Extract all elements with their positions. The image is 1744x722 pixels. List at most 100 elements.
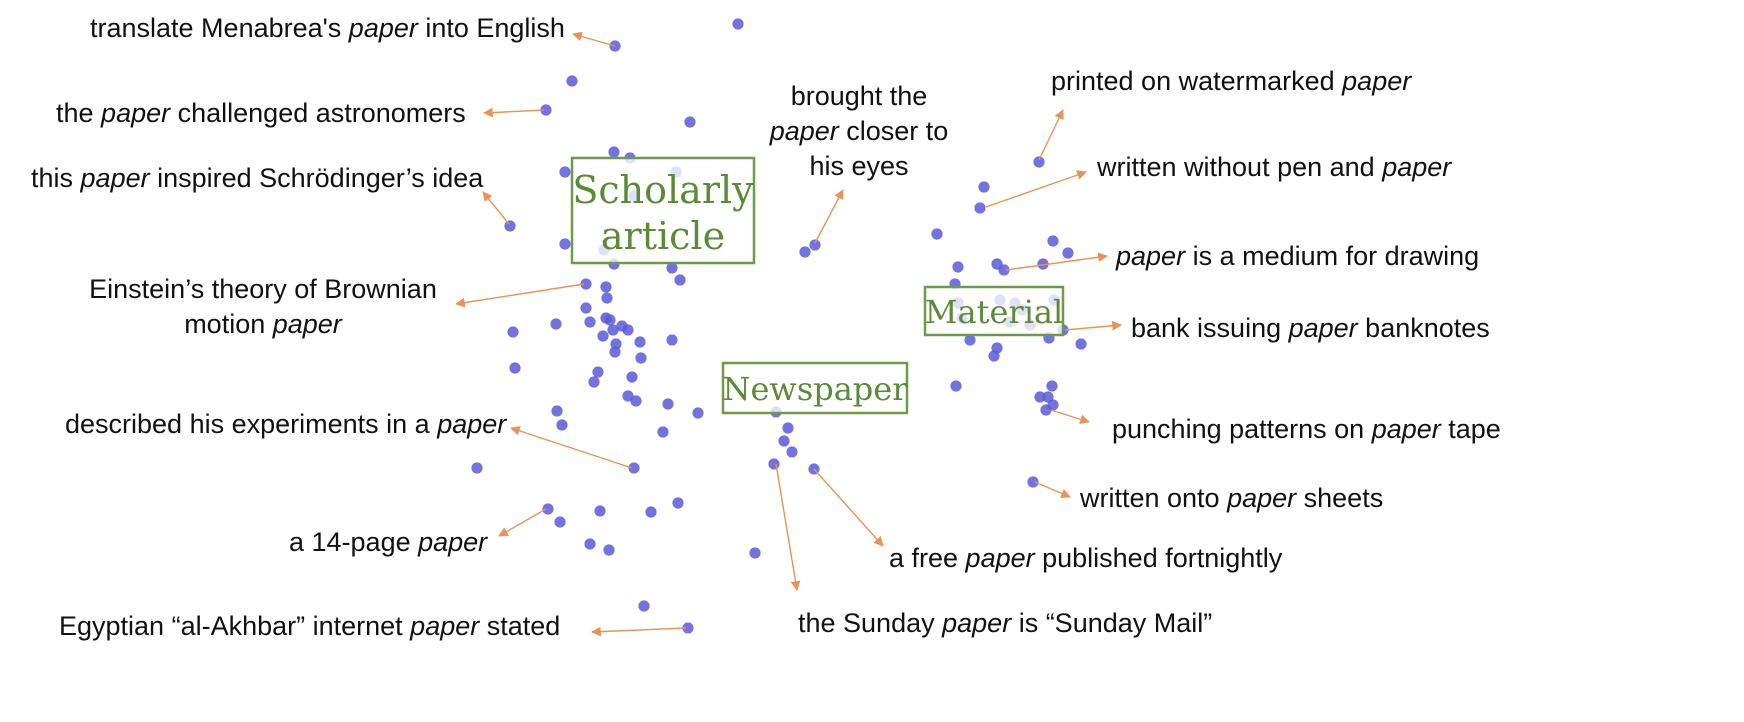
embedding-point [550, 318, 562, 330]
embedding-point [638, 600, 650, 612]
annotation-text: closer to [839, 116, 949, 146]
annotation-text: challenged astronomers [170, 98, 466, 128]
annotation-text: Egyptian “al-Akhbar” internet [59, 611, 410, 641]
embedding-point [635, 352, 647, 364]
cluster-frame [721, 361, 909, 415]
embedding-point [542, 503, 554, 515]
annotation-pen-and-paper: written without pen and paper [1096, 152, 1452, 182]
arrow-experiments [510, 426, 633, 469]
embedding-point [786, 446, 798, 458]
annotation-text: Einstein’s theory of Brownian [89, 274, 437, 304]
embedding-point [1034, 391, 1046, 403]
embedding-point [1027, 476, 1039, 488]
arrow-tape [1050, 409, 1090, 425]
embedding-point [584, 538, 596, 550]
embedding-point [1033, 156, 1045, 168]
embedding-point [630, 395, 642, 407]
keyword-paper: paper [409, 611, 480, 641]
annotation-text: brought the [791, 81, 928, 111]
arrow-drawing [1005, 252, 1108, 271]
embedding-point [662, 398, 674, 410]
embedding-point [692, 407, 704, 419]
embedding-point [588, 376, 600, 388]
embedding-point [600, 281, 612, 293]
embedding-point [580, 302, 592, 314]
embedding-point [634, 336, 646, 348]
annotation-text: into English [418, 13, 565, 43]
annotation-text: printed on watermarked [1051, 66, 1342, 96]
embedding-point [540, 104, 552, 116]
embedding-point [554, 516, 566, 528]
embedding-point [1040, 404, 1052, 416]
embedding-point [628, 462, 640, 474]
keyword-paper: paper [1371, 414, 1442, 444]
annotation-text: written without pen and [1096, 152, 1382, 182]
annotation-akhbar: Egyptian “al-Akhbar” internet paper stat… [59, 611, 560, 641]
annotation-text: described his experiments in a [65, 409, 437, 439]
annotation-sheets: written onto paper sheets [1079, 483, 1383, 513]
embedding-point [594, 505, 606, 517]
keyword-paper: paper [272, 309, 343, 339]
embedding-point [1047, 235, 1059, 247]
keyword-paper: paper [965, 543, 1036, 573]
embedding-point [674, 274, 686, 286]
annotation-einstein-1: Einstein’s theory of Brownian [89, 274, 437, 304]
embedding-point [504, 220, 516, 232]
arrow-brought [814, 189, 844, 244]
arrow-pen [985, 170, 1087, 208]
arrow-free [813, 468, 884, 547]
arrow-fourteen [498, 508, 547, 537]
keyword-paper: paper [80, 163, 151, 193]
annotation-experiments: described his experiments in a paper [65, 409, 507, 439]
annotation-text: written onto [1079, 483, 1227, 513]
embedding-point [471, 462, 483, 474]
embedding-point [1042, 391, 1054, 403]
embedding-point [509, 362, 521, 374]
embedding-point [507, 326, 519, 338]
embedding-point [1046, 380, 1058, 392]
embedding-point [556, 419, 568, 431]
annotation-text: a free [889, 543, 966, 573]
embedding-point [974, 202, 986, 214]
embedding-point [978, 181, 990, 193]
embedding-point [672, 497, 684, 509]
embedding-point [732, 18, 744, 30]
embedding-point [551, 405, 563, 417]
annotation-brought-3: his eyes [809, 151, 908, 181]
embedding-point [592, 366, 604, 378]
annotation-text: is a medium for drawing [1185, 241, 1479, 271]
keyword-paper: paper [348, 13, 419, 43]
annotation-text: a 14-page [289, 527, 418, 557]
embedding-point [666, 334, 678, 346]
annotation-fourteen-page: a 14-page paper [289, 527, 488, 557]
annotation-watermarked: printed on watermarked paper [1051, 66, 1412, 96]
embedding-point [749, 547, 761, 559]
cluster-label-material: Material [925, 293, 1063, 331]
embedding-point [608, 146, 620, 158]
cluster-label-newspaper: Newspaper [722, 370, 908, 408]
embedding-point [682, 622, 694, 634]
annotation-brought-1: brought the [791, 81, 928, 111]
annotation-text: stated [479, 611, 560, 641]
embedding-point [782, 422, 794, 434]
embedding-point [597, 330, 609, 342]
embedding-point [1062, 247, 1074, 259]
annotation-text: the Sunday [798, 608, 942, 638]
embedding-point [657, 426, 669, 438]
annotation-text: banknotes [1358, 313, 1490, 343]
annotation-text: translate Menabrea's [90, 13, 349, 43]
annotation-text: published fortnightly [1035, 543, 1283, 573]
annotation-text: tape [1441, 414, 1501, 444]
embedding-point [645, 506, 657, 518]
annotation-text: his eyes [809, 151, 908, 181]
embedding-point [622, 390, 634, 402]
embedding-point [768, 458, 780, 470]
annotation-einstein-2: motion paper [184, 309, 343, 339]
annotation-banknotes: bank issuing paper banknotes [1131, 313, 1490, 343]
annotation-text: is “Sunday Mail” [1011, 608, 1212, 638]
annotation-drawing: paper is a medium for drawing [1115, 241, 1479, 271]
keyword-paper: paper [1288, 313, 1359, 343]
